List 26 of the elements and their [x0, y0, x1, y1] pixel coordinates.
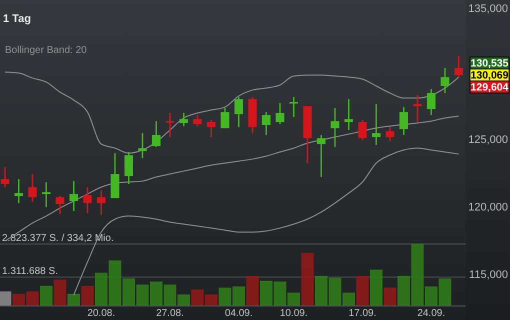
x-tick-label: 17.09. — [348, 308, 376, 319]
bar — [40, 286, 52, 306]
bar — [54, 280, 66, 306]
text: Bollinger Band: 20 — [5, 45, 88, 56]
y-tick-label: 125,000 — [468, 134, 508, 146]
x-tick-label: 04.09. — [224, 308, 253, 319]
text: 130,535 — [470, 57, 509, 70]
bar — [301, 253, 314, 306]
y-tick-label: 135,000 — [468, 2, 508, 15]
bar — [81, 286, 94, 306]
y-tick-label: 115,000 — [469, 269, 508, 281]
bar — [68, 294, 80, 306]
ref-line-label: 1.311.688 S. — [2, 266, 58, 278]
text: 130,069 — [470, 69, 509, 82]
x-tick-label: 24.09. — [417, 308, 446, 319]
x-tick-label: 27.08. — [156, 308, 184, 319]
bar — [356, 276, 369, 306]
bar — [370, 270, 382, 306]
x-tick-label: 10.09. — [280, 308, 308, 319]
text: 1 Tag — [3, 13, 31, 25]
bar — [0, 291, 12, 306]
y-tick-label: 120,000 — [468, 201, 508, 214]
text: 129,604 — [470, 81, 509, 94]
bar — [384, 288, 396, 306]
bar — [246, 276, 259, 306]
x-tick-label: 20.08. — [87, 308, 116, 319]
